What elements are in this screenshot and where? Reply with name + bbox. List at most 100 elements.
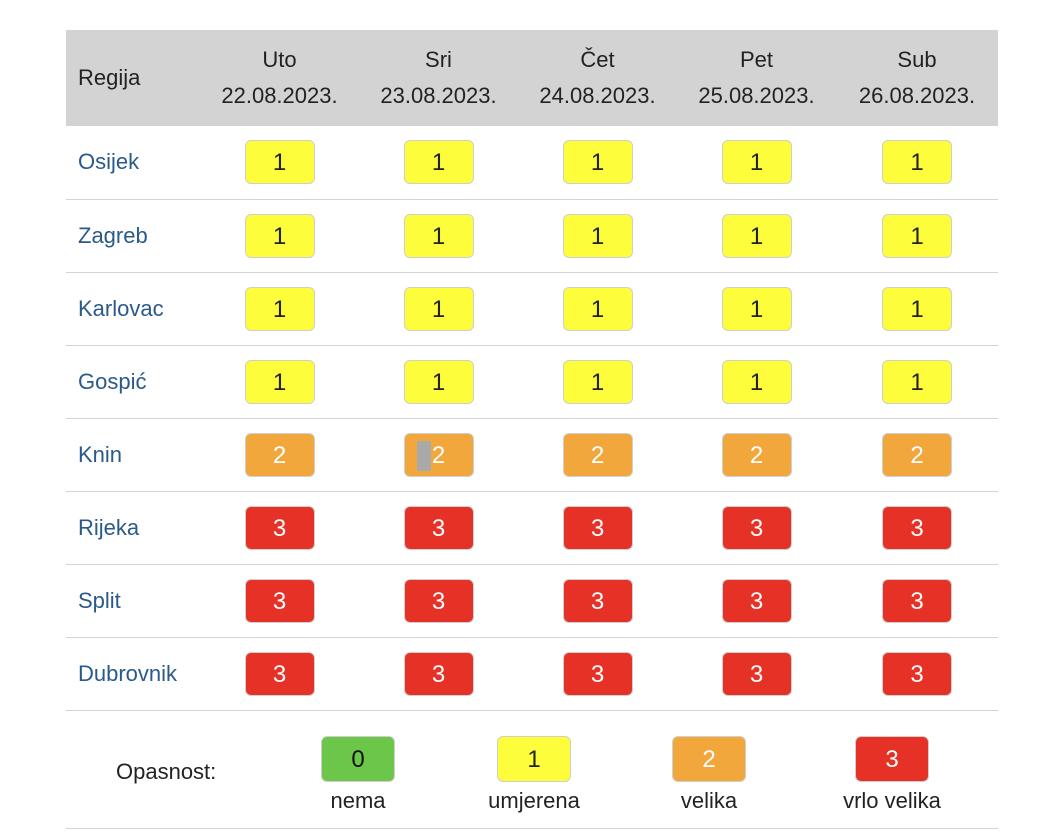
danger-level-badge: 1: [244, 286, 315, 331]
danger-cell: 1: [359, 199, 518, 272]
danger-cell: 3: [677, 564, 836, 637]
region-link[interactable]: Karlovac: [78, 295, 164, 321]
danger-cell: 1: [359, 345, 518, 418]
danger-cell: 3: [836, 564, 998, 637]
danger-level-value: 2: [431, 441, 446, 469]
danger-level-badge: 3: [721, 651, 792, 696]
danger-cell: 1: [518, 345, 677, 418]
danger-cell: 3: [518, 564, 677, 637]
danger-legend: Opasnost: 0 nema 1 umjerena 2 velika 3 v…: [66, 726, 998, 829]
legend-item-high: 2 velika: [639, 736, 779, 814]
danger-level-badge: 1: [403, 286, 474, 331]
legend-badge: 3: [855, 736, 929, 782]
danger-level-badge: 3: [244, 651, 315, 696]
danger-level-badge: 3: [403, 505, 474, 550]
danger-level-badge: 3: [721, 505, 792, 550]
table-header-row: Regija Uto 22.08.2023. Sri 23.08.2023. Čet…: [66, 30, 998, 126]
column-header-day: Sri 23.08.2023.: [359, 30, 518, 126]
danger-level-badge: 3: [403, 651, 474, 696]
danger-level-badge: 1: [403, 359, 474, 404]
day-date: 23.08.2023.: [380, 83, 497, 108]
danger-cell: 1: [518, 272, 677, 345]
danger-cell: 1: [836, 272, 998, 345]
table-row: Knin 2 2 2 2 2: [66, 418, 998, 491]
day-date: 25.08.2023.: [698, 83, 815, 108]
danger-level-badge: 1: [244, 140, 315, 185]
danger-level-badge: 2: [882, 432, 952, 477]
danger-level-badge: 1: [244, 359, 315, 404]
danger-cell: 3: [359, 637, 518, 710]
danger-cell: 1: [200, 272, 359, 345]
danger-cell: 1: [359, 272, 518, 345]
table-row: Osijek 1 1 1 1 1: [66, 126, 998, 199]
danger-cell: 3: [677, 637, 836, 710]
danger-cell: 3: [200, 491, 359, 564]
danger-level-badge: 3: [562, 651, 633, 696]
day-name: Sri: [425, 47, 452, 72]
danger-level-badge: 3: [562, 578, 633, 623]
region-link[interactable]: Osijek: [78, 149, 140, 175]
danger-level-badge: 1: [403, 140, 474, 185]
fire-danger-forecast: Regija Uto 22.08.2023. Sri 23.08.2023. Čet…: [66, 30, 998, 829]
region-link[interactable]: Knin: [78, 441, 123, 467]
text-cursor-highlight: [416, 440, 431, 471]
danger-level-badge: 1: [882, 286, 952, 331]
danger-cell: 3: [677, 491, 836, 564]
legend-text: vrlo velika: [843, 788, 941, 813]
day-name: Sub: [897, 47, 937, 72]
danger-level-badge: 1: [882, 359, 952, 404]
column-header-day: Pet 25.08.2023.: [677, 30, 836, 126]
day-name: Čet: [580, 47, 615, 72]
forecast-table: Regija Uto 22.08.2023. Sri 23.08.2023. Čet…: [66, 30, 998, 711]
danger-level-badge: 3: [882, 505, 952, 550]
danger-level-badge: 2: [721, 432, 792, 477]
danger-level-badge: 1: [721, 213, 792, 258]
region-link[interactable]: Zagreb: [78, 222, 148, 248]
danger-cell: 1: [200, 345, 359, 418]
danger-cell: 3: [359, 564, 518, 637]
danger-cell: 1: [677, 126, 836, 199]
legend-item-none: 0 nema: [288, 736, 428, 814]
table-row: Rijeka 3 3 3 3 3: [66, 491, 998, 564]
region-link[interactable]: Gospić: [78, 368, 147, 394]
legend-label: Opasnost:: [116, 759, 217, 784]
table-row: Dubrovnik 3 3 3 3 3: [66, 637, 998, 710]
danger-level-badge: 3: [721, 578, 792, 623]
day-date: 22.08.2023.: [221, 83, 338, 108]
danger-level-badge: 1: [882, 213, 952, 258]
danger-level-badge: 1: [721, 359, 792, 404]
danger-cell: 3: [518, 491, 677, 564]
legend-text: nema: [330, 788, 386, 813]
day-date: 24.08.2023.: [539, 83, 656, 108]
danger-cell: 1: [836, 126, 998, 199]
danger-cell: 1: [200, 199, 359, 272]
danger-cell: 3: [836, 491, 998, 564]
danger-level-badge: 2: [244, 432, 315, 477]
danger-level-badge: 1: [721, 286, 792, 331]
danger-cell: 1: [836, 345, 998, 418]
danger-level-badge: 1: [562, 140, 633, 185]
column-header-day: Uto 22.08.2023.: [200, 30, 359, 126]
region-link[interactable]: Dubrovnik: [78, 660, 178, 686]
column-header-day: Čet 24.08.2023.: [518, 30, 677, 126]
danger-cell: 1: [518, 126, 677, 199]
danger-cell: 2: [677, 418, 836, 491]
danger-level-badge: 1: [562, 286, 633, 331]
legend-text: velika: [680, 788, 738, 813]
danger-cell: 3: [836, 637, 998, 710]
danger-level-badge: 3: [244, 578, 315, 623]
table-row: Karlovac 1 1 1 1 1: [66, 272, 998, 345]
column-header-day: Sub 26.08.2023.: [836, 30, 998, 126]
region-link[interactable]: Rijeka: [78, 514, 140, 540]
danger-cell: 2: [836, 418, 998, 491]
danger-level-badge: 1: [882, 140, 952, 185]
region-link[interactable]: Split: [78, 587, 121, 613]
danger-level-badge: 1: [562, 359, 633, 404]
danger-cell: 1: [677, 345, 836, 418]
table-row: Zagreb 1 1 1 1 1: [66, 199, 998, 272]
legend-text: umjerena: [488, 788, 580, 813]
legend-badge: 2: [672, 736, 746, 782]
danger-level-badge: 3: [244, 505, 315, 550]
danger-level-badge: 2: [562, 432, 633, 477]
day-name: Pet: [739, 47, 774, 72]
